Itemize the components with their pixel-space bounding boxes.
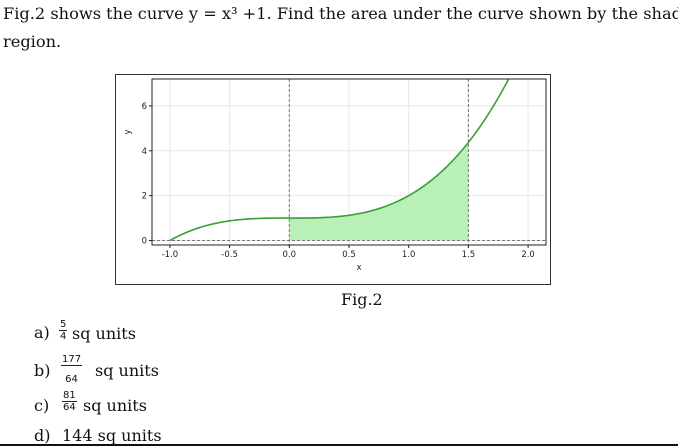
option-fraction: 81 64 bbox=[62, 390, 77, 413]
option-letter: d) bbox=[34, 426, 51, 445]
y-axis-label: y bbox=[123, 129, 133, 134]
option-fraction: 5 4 bbox=[59, 319, 68, 342]
option-letter: b) bbox=[34, 361, 51, 380]
option-unit: sq units bbox=[95, 361, 159, 380]
fraction-numerator: 5 bbox=[59, 319, 68, 331]
curve-line bbox=[169, 79, 510, 242]
figure-frame: -1.0 -0.5 0.0 0.5 1.0 1.5 2.0 0 2 4 6 x y bbox=[115, 74, 551, 285]
fraction-denominator: 64 bbox=[65, 374, 78, 385]
fraction-numerator: 81 bbox=[62, 390, 77, 402]
fraction-denominator: 4 bbox=[60, 331, 67, 342]
x-tick-label: 2.0 bbox=[521, 250, 535, 260]
shaded-area bbox=[289, 142, 469, 241]
option-a[interactable]: a) 5 4 sq units bbox=[34, 318, 234, 350]
x-tick-label: -1.0 bbox=[162, 250, 179, 260]
question-line-1: Fig.2 shows the curve y = x³ +1. Find th… bbox=[3, 4, 678, 23]
option-letter: c) bbox=[34, 396, 50, 415]
question-line-2: region. bbox=[3, 32, 62, 51]
question-text: Fig.2 shows the curve y = x³ +1. Find th… bbox=[3, 0, 678, 56]
option-fraction: 177 64 bbox=[61, 354, 83, 385]
option-b[interactable]: b) 177 64 sq units bbox=[34, 354, 234, 388]
option-letter: a) bbox=[34, 323, 50, 342]
x-axis-label: x bbox=[356, 263, 361, 273]
option-d[interactable]: d) 144 sq units bbox=[34, 424, 234, 446]
option-unit: sq units bbox=[83, 396, 147, 415]
x-tick-label: 0.0 bbox=[283, 250, 297, 260]
x-tick-label: 1.5 bbox=[462, 250, 476, 260]
y-tick-label: 4 bbox=[142, 147, 147, 157]
bottom-rule bbox=[0, 444, 678, 446]
option-unit: sq units bbox=[72, 324, 136, 343]
figure-caption: Fig.2 bbox=[341, 290, 383, 309]
y-tick-label: 2 bbox=[142, 192, 147, 202]
x-tick-label: -0.5 bbox=[221, 250, 238, 260]
chart: -1.0 -0.5 0.0 0.5 1.0 1.5 2.0 0 2 4 6 x y bbox=[123, 78, 547, 273]
y-tick-label: 0 bbox=[142, 237, 147, 247]
fraction-numerator: 177 bbox=[61, 354, 83, 366]
x-tick-label: 1.0 bbox=[402, 250, 416, 260]
y-tick-label: 6 bbox=[142, 102, 147, 112]
x-tick-label: 0.5 bbox=[342, 250, 356, 260]
fraction-denominator: 64 bbox=[63, 402, 76, 413]
option-c[interactable]: c) 81 64 sq units bbox=[34, 390, 234, 422]
option-text: 144 sq units bbox=[62, 426, 162, 445]
